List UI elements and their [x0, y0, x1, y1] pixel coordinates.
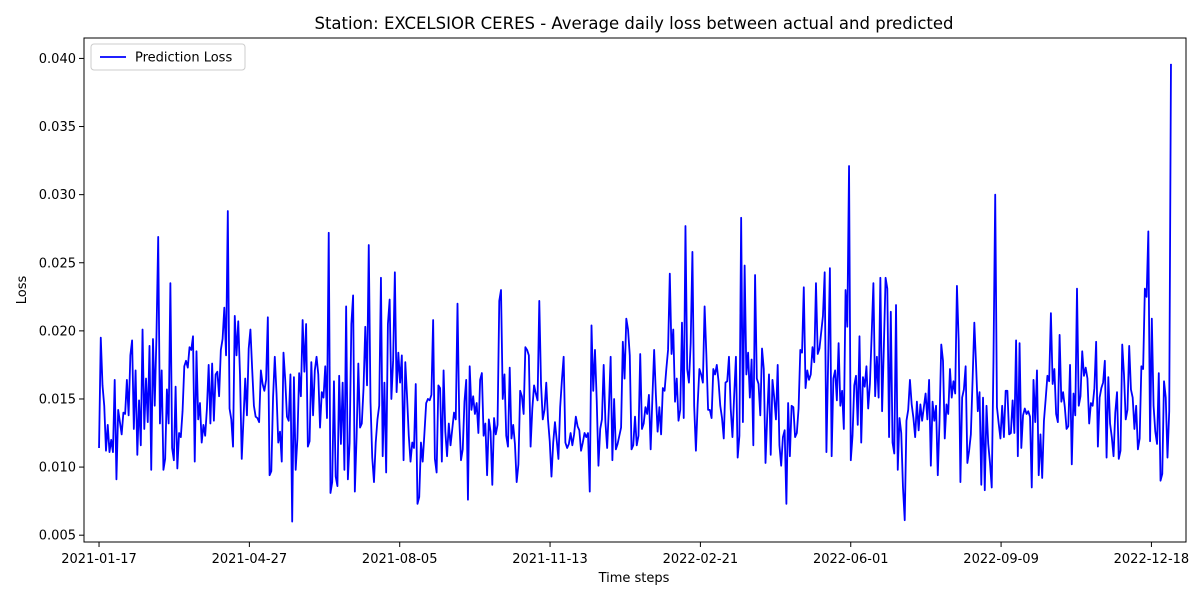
- chart-title: Station: EXCELSIOR CERES - Average daily…: [314, 14, 953, 33]
- x-tick-label: 2021-01-17: [61, 552, 137, 567]
- x-axis-label: Time steps: [598, 571, 670, 586]
- legend: Prediction Loss: [90, 43, 246, 71]
- y-tick-label: 0.035: [39, 120, 76, 135]
- x-tick-label: 2021-04-27: [212, 552, 288, 567]
- series-line-prediction-loss: [98, 63, 1172, 523]
- x-tick-label: 2022-09-09: [963, 552, 1039, 567]
- y-tick-label: 0.040: [39, 52, 76, 67]
- y-tick-label: 0.005: [39, 529, 76, 544]
- y-tick-label: 0.020: [39, 324, 76, 339]
- x-tick-label: 2021-11-13: [512, 552, 588, 567]
- y-axis-ticks: 0.005 0.010 0.015 0.020 0.025 0.030 0.035 0.040: [39, 52, 84, 544]
- x-tick-label: 2022-12-18: [1114, 552, 1190, 567]
- x-tick-label: 2021-08-05: [362, 552, 438, 567]
- plot-frame: [83, 37, 1187, 543]
- y-tick-label: 0.010: [39, 461, 76, 476]
- y-tick-label: 0.015: [39, 392, 76, 407]
- legend-entry-prediction-loss: Prediction Loss: [135, 51, 232, 66]
- plot-area: [98, 63, 1172, 523]
- x-tick-label: 2022-02-21: [663, 552, 739, 567]
- x-tick-label: 2022-06-01: [813, 552, 889, 567]
- y-tick-label: 0.030: [39, 188, 76, 203]
- x-axis-ticks: 2021-01-17 2021-04-27 2021-08-05 2021-11-13…: [61, 542, 1189, 567]
- y-tick-label: 0.025: [39, 256, 76, 271]
- legend-box: [90, 43, 246, 71]
- y-axis-label: Loss: [15, 276, 30, 305]
